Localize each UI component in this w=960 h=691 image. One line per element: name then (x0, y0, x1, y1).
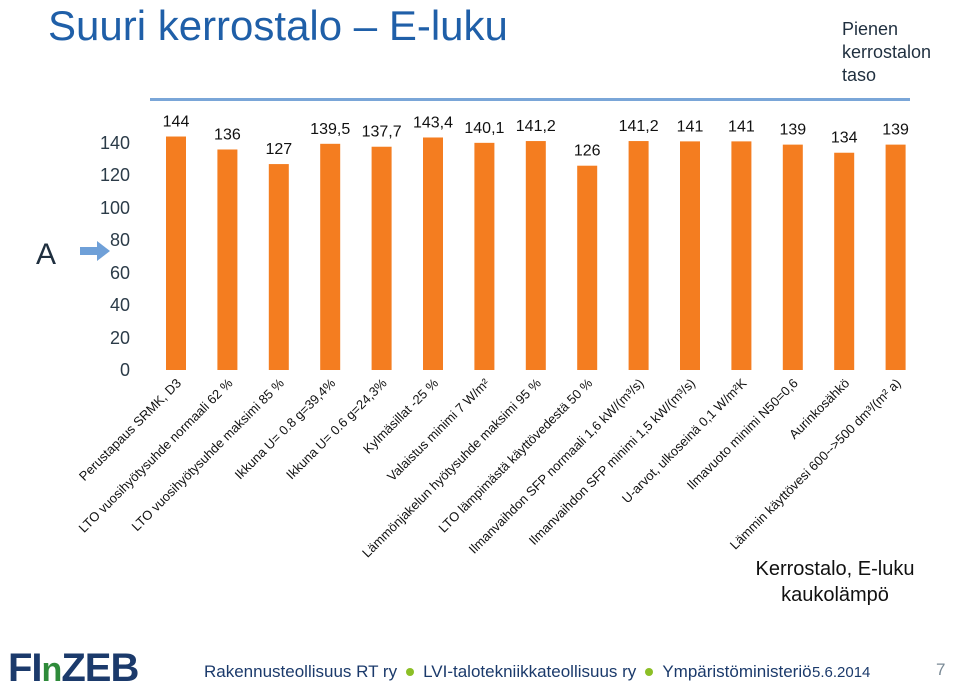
level-label-line: taso (842, 65, 877, 85)
data-label: 141,2 (516, 118, 556, 135)
data-label: 139 (779, 122, 806, 139)
data-label: 127 (265, 141, 292, 158)
data-label: 141 (677, 118, 704, 135)
category-label: Ikkuna U= 0.8 g=39,4% (232, 375, 339, 482)
level-label-line: kerrostalon (842, 42, 932, 62)
org-name: Ympäristöministeriö (662, 662, 812, 681)
y-tick-label: 120 (99, 165, 130, 186)
org-name: LVI-talotekniikkateollisuus ry (423, 662, 637, 681)
bar (525, 141, 546, 370)
y-tick-label: 0 (119, 360, 130, 380)
category-label: Ikkuna U= 0.6 g=24,3% (283, 375, 390, 482)
bar (577, 165, 598, 370)
bar (166, 136, 186, 370)
data-label: 141,2 (619, 118, 659, 135)
bar (782, 144, 803, 370)
logo-text: ZEB (61, 646, 139, 690)
bar (268, 164, 289, 370)
category-label: Valaistus minimi 7 W/m² (384, 375, 493, 484)
y-tick-label: 80 (109, 230, 130, 251)
chart-caption: Kerrostalo, E-luku kaukolämpö (735, 556, 935, 608)
y-tick-label: 100 (99, 197, 130, 218)
level-label-line: Pienen (842, 19, 899, 39)
finzeb-logo: FInZEB (8, 646, 139, 691)
bar (371, 146, 392, 370)
bullet-icon (645, 667, 654, 676)
caption-line: Kerrostalo, E-luku (755, 558, 915, 580)
y-tick-label: 40 (109, 295, 130, 316)
bar (320, 143, 341, 370)
org-name: Rakennusteollisuus RT ry (204, 662, 398, 681)
bar (731, 141, 752, 370)
date: 5.6.2014 (812, 664, 871, 681)
energy-class-label: A (36, 238, 57, 271)
data-label: 137,7 (362, 124, 402, 141)
bar (217, 149, 238, 370)
bar (423, 137, 443, 370)
bar (474, 142, 495, 370)
arrow-right-icon (80, 241, 110, 261)
footer: FInZEB Rakennusteollisuus RT ry LVI-talot… (0, 640, 960, 690)
level-label: Pienen kerrostalon taso (842, 18, 931, 87)
data-label: 139,5 (310, 121, 350, 138)
y-tick-label: 60 (109, 262, 130, 283)
bar (834, 152, 855, 370)
bullet-icon (406, 667, 415, 676)
data-label: 141 (728, 118, 755, 135)
y-tick-label: 20 (109, 327, 130, 348)
data-label: 134 (831, 130, 858, 147)
data-label: 136 (214, 126, 241, 143)
data-label: 139 (882, 122, 909, 139)
data-label: 126 (574, 143, 601, 160)
y-tick-label: 140 (99, 133, 130, 153)
logo-text: n (41, 651, 63, 689)
category-label: Perustapaus SRMK, D3 (76, 376, 184, 484)
logo-text: FI (8, 646, 43, 690)
data-label: 140,1 (464, 120, 504, 137)
bar (680, 141, 700, 370)
data-label: 143,4 (413, 114, 453, 131)
bar (628, 141, 649, 370)
data-label: 144 (163, 114, 190, 131)
caption-line: kaukolämpö (781, 584, 889, 606)
page-number: 7 (936, 660, 946, 679)
category-label: Lämmönjakelun hyötysuhde maksimi 95 % (359, 375, 544, 560)
organizations: Rakennusteollisuus RT ry LVI-talotekniikk… (204, 662, 812, 682)
level-line (150, 98, 910, 101)
bar (885, 144, 906, 370)
page-title: Suuri kerrostalo – E-luku (48, 2, 508, 49)
